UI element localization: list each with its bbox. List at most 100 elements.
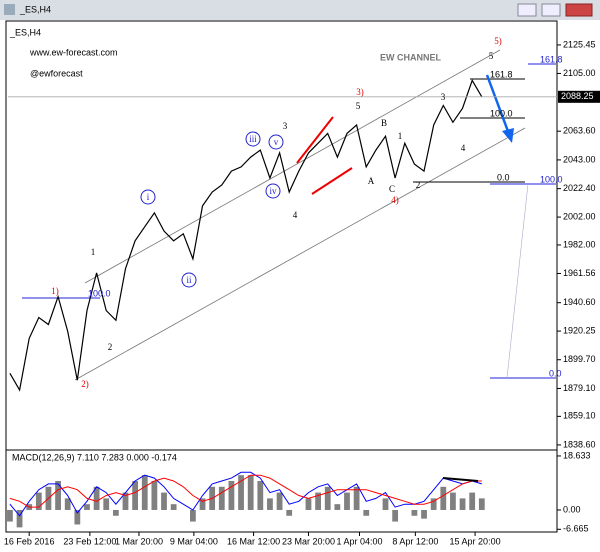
y-tick-label: 1859.10 xyxy=(563,411,596,421)
y-tick-label: 2063.60 xyxy=(563,126,596,136)
fib-label: 161.8 xyxy=(540,54,563,64)
x-tick-label: 16 Mar 12:00 xyxy=(227,536,280,546)
fib-lines xyxy=(413,78,525,183)
red-line xyxy=(311,167,353,195)
macd-bar xyxy=(421,509,427,519)
x-tick-label: 23 Mar 20:00 xyxy=(282,536,335,546)
macd-bar xyxy=(16,509,23,528)
fib-label: 100.0 xyxy=(540,174,563,184)
wave-label: 2 xyxy=(108,342,113,352)
macd-bar xyxy=(238,475,244,510)
wave-circle xyxy=(268,134,284,150)
y-tick-label: 2022.40 xyxy=(563,183,596,193)
wave-label: A xyxy=(368,176,375,186)
channel-annotation: EW CHANNEL xyxy=(380,52,441,62)
macd-bar xyxy=(257,480,264,510)
macd-bar xyxy=(247,475,254,510)
red-marks xyxy=(296,116,353,195)
chart-symbol: _ES,H4 xyxy=(9,27,41,37)
wave-label: 5 xyxy=(489,51,494,61)
x-tick-label: 1 Mar 20:00 xyxy=(115,536,163,546)
close-button[interactable] xyxy=(565,3,593,17)
macd-bar xyxy=(55,480,61,510)
channel-lower xyxy=(74,127,526,381)
wave-label: 3) xyxy=(356,87,364,97)
channel-upper xyxy=(84,49,501,284)
wave-circle xyxy=(181,272,197,288)
macd-bar xyxy=(440,486,447,510)
wave-label: 4 xyxy=(461,143,466,153)
fib-label: 161.8 xyxy=(490,69,513,79)
fib-label: 100.0 xyxy=(88,288,111,298)
channel xyxy=(74,49,526,381)
wave-label: 1) xyxy=(51,286,59,296)
macd-bar xyxy=(363,509,370,516)
website-annotation: www.ew-forecast.com xyxy=(29,47,118,57)
macd-bar xyxy=(430,498,437,510)
macd-bar xyxy=(392,509,399,522)
x-tick-label: 8 Apr 12:00 xyxy=(392,536,438,546)
macd-bar xyxy=(286,509,293,516)
macd-bar xyxy=(112,509,119,516)
divergence-line xyxy=(442,477,479,482)
macd-bar xyxy=(276,492,283,510)
macd-bar xyxy=(344,492,350,510)
window-icon xyxy=(4,4,15,15)
wave-label: ii xyxy=(186,275,192,285)
y-tick-label: 2043.00 xyxy=(563,154,596,164)
red-line xyxy=(296,116,334,164)
twitter-annotation: @ewforecast xyxy=(30,68,83,78)
macd-bar xyxy=(469,492,476,510)
forecast-arrow xyxy=(485,74,514,143)
macd-bar xyxy=(334,504,341,510)
fib-connector xyxy=(506,183,529,379)
wave-label: C xyxy=(389,184,395,194)
macd-bar xyxy=(190,509,196,522)
macd-bar xyxy=(305,498,312,510)
x-tick-label: 16 Feb 2016 xyxy=(4,536,55,546)
wave-label: 1 xyxy=(398,131,403,141)
macd-bar xyxy=(141,475,148,510)
macd-bar xyxy=(199,498,206,510)
wave-circle xyxy=(140,189,156,205)
macd-bar xyxy=(64,498,71,510)
y-tick-label: 2125.45 xyxy=(563,39,596,49)
window-title: _ES,H4 xyxy=(19,4,51,14)
maximize-button[interactable] xyxy=(541,3,561,17)
wave-label: 4 xyxy=(293,210,298,220)
y-tick-label: 1982.00 xyxy=(563,239,596,249)
wave-label: 4) xyxy=(391,195,399,205)
macd-bar xyxy=(35,492,42,510)
macd-bar xyxy=(122,492,129,510)
macd-bar xyxy=(315,492,321,510)
wave-label: B xyxy=(381,118,387,128)
y-tick-label: 1879.10 xyxy=(563,383,596,393)
current-price-label: 2088.25 xyxy=(561,91,594,101)
macd-bar xyxy=(170,504,177,510)
fib-label: 100.0 xyxy=(490,108,513,118)
macd-bar xyxy=(84,504,90,510)
macd-bar xyxy=(411,509,418,516)
fib-lines-blue xyxy=(22,63,556,379)
macd-title: MACD(12,26,9) 7.110 7.283 0.000 -0.174 xyxy=(12,452,177,462)
y-tick-label: -6.665 xyxy=(563,524,589,534)
macd-bar xyxy=(382,498,389,510)
arrow-head xyxy=(502,128,514,143)
macd-bar xyxy=(151,480,158,510)
macd-bar xyxy=(459,498,466,510)
wave-circle xyxy=(265,183,281,199)
macd-bar xyxy=(132,480,139,510)
wave-label: i xyxy=(147,192,150,202)
y-tick-label: 2105.00 xyxy=(563,68,596,78)
macd-bar xyxy=(218,486,225,510)
y-tick-label: 1920.25 xyxy=(563,325,596,335)
fib-label: 0.0 xyxy=(497,172,510,182)
current-price-box xyxy=(558,90,600,103)
wave-label: 5) xyxy=(494,36,502,46)
arrow-shaft xyxy=(485,74,511,135)
y-tick-label: 2002.00 xyxy=(563,211,596,221)
x-tick-label: 23 Feb 12:00 xyxy=(63,536,116,546)
macd-bar xyxy=(228,480,235,510)
macd-bar xyxy=(478,498,485,510)
minimize-button[interactable] xyxy=(517,3,537,17)
